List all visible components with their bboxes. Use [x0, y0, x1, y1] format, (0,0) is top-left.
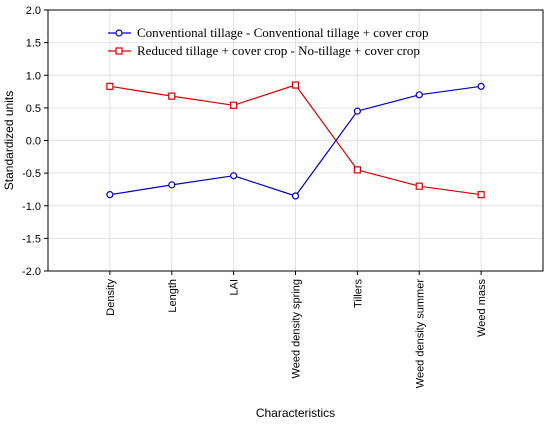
y-tick-label: -1.0	[22, 201, 41, 213]
x-tick-label: Weed density spring	[291, 279, 303, 378]
legend-label: Conventional tillage - Conventional till…	[137, 25, 428, 40]
x-axis-ticks: Density Length LAI Weed density spring Tille…	[105, 271, 488, 388]
data-point-circle	[477, 82, 485, 90]
y-tick-label: 1.5	[26, 38, 41, 50]
data-point-circle	[168, 181, 176, 189]
y-tick-label: 0.0	[26, 136, 41, 148]
data-point-square	[168, 92, 176, 100]
legend-marker-circle	[115, 29, 123, 37]
x-tick-label: LAI	[229, 279, 241, 296]
data-point-square	[230, 101, 238, 109]
y-tick-label: -1.5	[22, 233, 41, 245]
x-axis-title: Characteristics	[256, 406, 335, 420]
data-point-square	[106, 82, 114, 90]
legend-marker-square	[115, 47, 123, 55]
x-tick-label: Tillers	[352, 279, 364, 308]
data-point-square	[477, 191, 485, 199]
y-axis-title: Standardized units	[2, 91, 16, 190]
y-axis-ticks: 2.0 1.5 1.0 0.5 0.0 -0.5 -1.0 -1.5 -2.0	[22, 5, 48, 278]
legend-label: Reduced tillage + cover crop - No-tillag…	[137, 43, 420, 58]
plot-frame	[47, 9, 544, 272]
x-tick-label: Weed mass	[476, 279, 488, 337]
y-tick-label: 0.5	[26, 103, 41, 115]
data-point-circle	[291, 192, 300, 200]
gridlines	[48, 9, 543, 272]
data-point-circle	[106, 191, 114, 199]
y-tick-label: -2.0	[22, 266, 41, 278]
data-point-square	[415, 182, 423, 190]
data-point-circle	[415, 91, 423, 99]
y-tick-label: -0.5	[22, 168, 41, 180]
y-tick-label: 1.0	[26, 70, 41, 82]
data-point-square	[291, 81, 300, 89]
y-tick-label: 2.0	[26, 5, 41, 17]
data-point-circle	[230, 172, 238, 180]
x-tick-label: Weed density summer	[414, 279, 426, 389]
data-point-circle	[353, 107, 361, 115]
data-series	[106, 81, 485, 200]
data-point-square	[353, 166, 361, 174]
legend: Conventional tillage - Conventional till…	[108, 25, 428, 58]
x-tick-label: Length	[167, 279, 179, 313]
x-tick-label: Density	[105, 279, 117, 316]
